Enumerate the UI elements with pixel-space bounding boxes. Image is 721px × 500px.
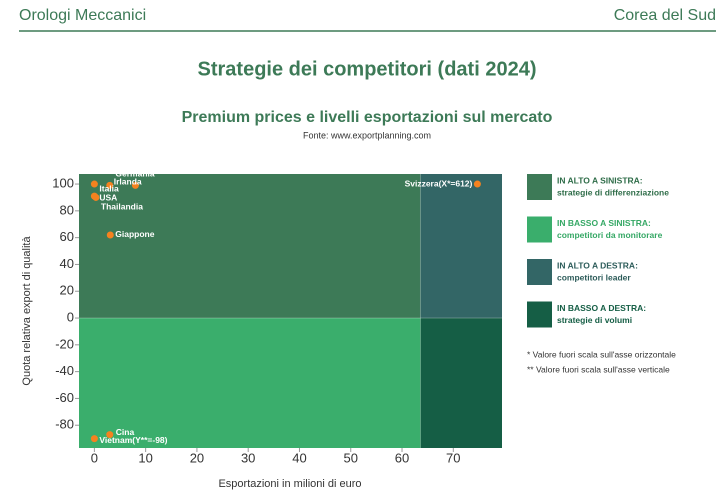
y-axis-title: Quota relativa export di qualità	[21, 236, 33, 386]
y-tick-label: -60	[55, 390, 74, 405]
point	[106, 231, 114, 239]
y-tick-label: -40	[55, 363, 74, 378]
point-label: Vietnam(Y**=-98)	[99, 435, 167, 445]
point	[473, 180, 481, 188]
y-tick-label: 40	[60, 256, 74, 271]
point-label: Irlanda	[114, 177, 142, 187]
chart-title: Strategie dei competitori (dati 2024)	[198, 58, 537, 80]
point-label: Italia	[99, 183, 119, 193]
legend-position: IN ALTO A DESTRA:	[557, 260, 638, 270]
point	[131, 181, 139, 189]
point	[90, 435, 98, 443]
point-label: USA	[99, 192, 117, 202]
quadrant	[79, 174, 421, 319]
header-left: Orologi Meccanici	[19, 7, 146, 24]
point-label: Svizzera(X*=612)	[405, 178, 473, 188]
point	[106, 431, 114, 439]
legend-swatch	[527, 259, 552, 285]
x-tick-label: 10	[138, 450, 152, 465]
legend-swatch	[527, 301, 552, 328]
quadrant	[420, 318, 502, 448]
note: ** Valore fuori scala sull'asse vertical…	[527, 364, 670, 374]
y-tick-label: 80	[60, 202, 74, 217]
y-tick-label: -20	[55, 336, 74, 351]
point-label: Cina	[116, 427, 135, 437]
point-label: Thailandia	[101, 202, 143, 212]
source: Fonte: www.exportplanning.com	[303, 130, 431, 140]
legend-swatch	[527, 174, 552, 200]
x-tick-label: 30	[241, 450, 255, 465]
legend-label: strategie di volumi	[557, 315, 632, 325]
chart-subtitle: Premium prices e livelli esportazioni su…	[182, 109, 553, 126]
y-tick-label: 20	[60, 283, 74, 298]
legend-label: competitori leader	[557, 272, 631, 282]
x-tick-label: 0	[91, 450, 98, 465]
x-tick-label: 20	[190, 450, 204, 465]
point	[92, 193, 100, 201]
x-tick-label: 50	[344, 450, 358, 465]
y-tick-label: 100	[52, 175, 74, 190]
point-label: Giappone	[115, 229, 154, 239]
quadrant	[420, 174, 502, 319]
x-tick-label: 40	[292, 450, 306, 465]
point-label: Germania	[115, 169, 154, 179]
x-tick-label: 60	[395, 450, 409, 465]
point	[106, 181, 114, 189]
legend-position: IN ALTO A SINISTRA:	[557, 175, 643, 185]
legend-position: IN BASSO A SINISTRA:	[557, 218, 651, 228]
y-tick-label: 60	[60, 229, 74, 244]
y-tick-label: 0	[67, 309, 74, 324]
quadrant	[79, 318, 421, 448]
legend-position: IN BASSO A DESTRA:	[557, 303, 646, 313]
legend-swatch	[527, 216, 552, 243]
y-tick-label: -80	[55, 417, 74, 432]
legend-label: competitori da monitorare	[557, 230, 663, 240]
legend-label: strategie di differenziazione	[557, 187, 669, 197]
x-axis-title: Esportazioni in milioni di euro	[218, 478, 361, 490]
x-tick-label: 70	[446, 450, 460, 465]
point	[90, 180, 98, 188]
header-right: Corea del Sud	[614, 7, 716, 24]
note: * Valore fuori scala sull'asse orizzonta…	[527, 349, 676, 359]
